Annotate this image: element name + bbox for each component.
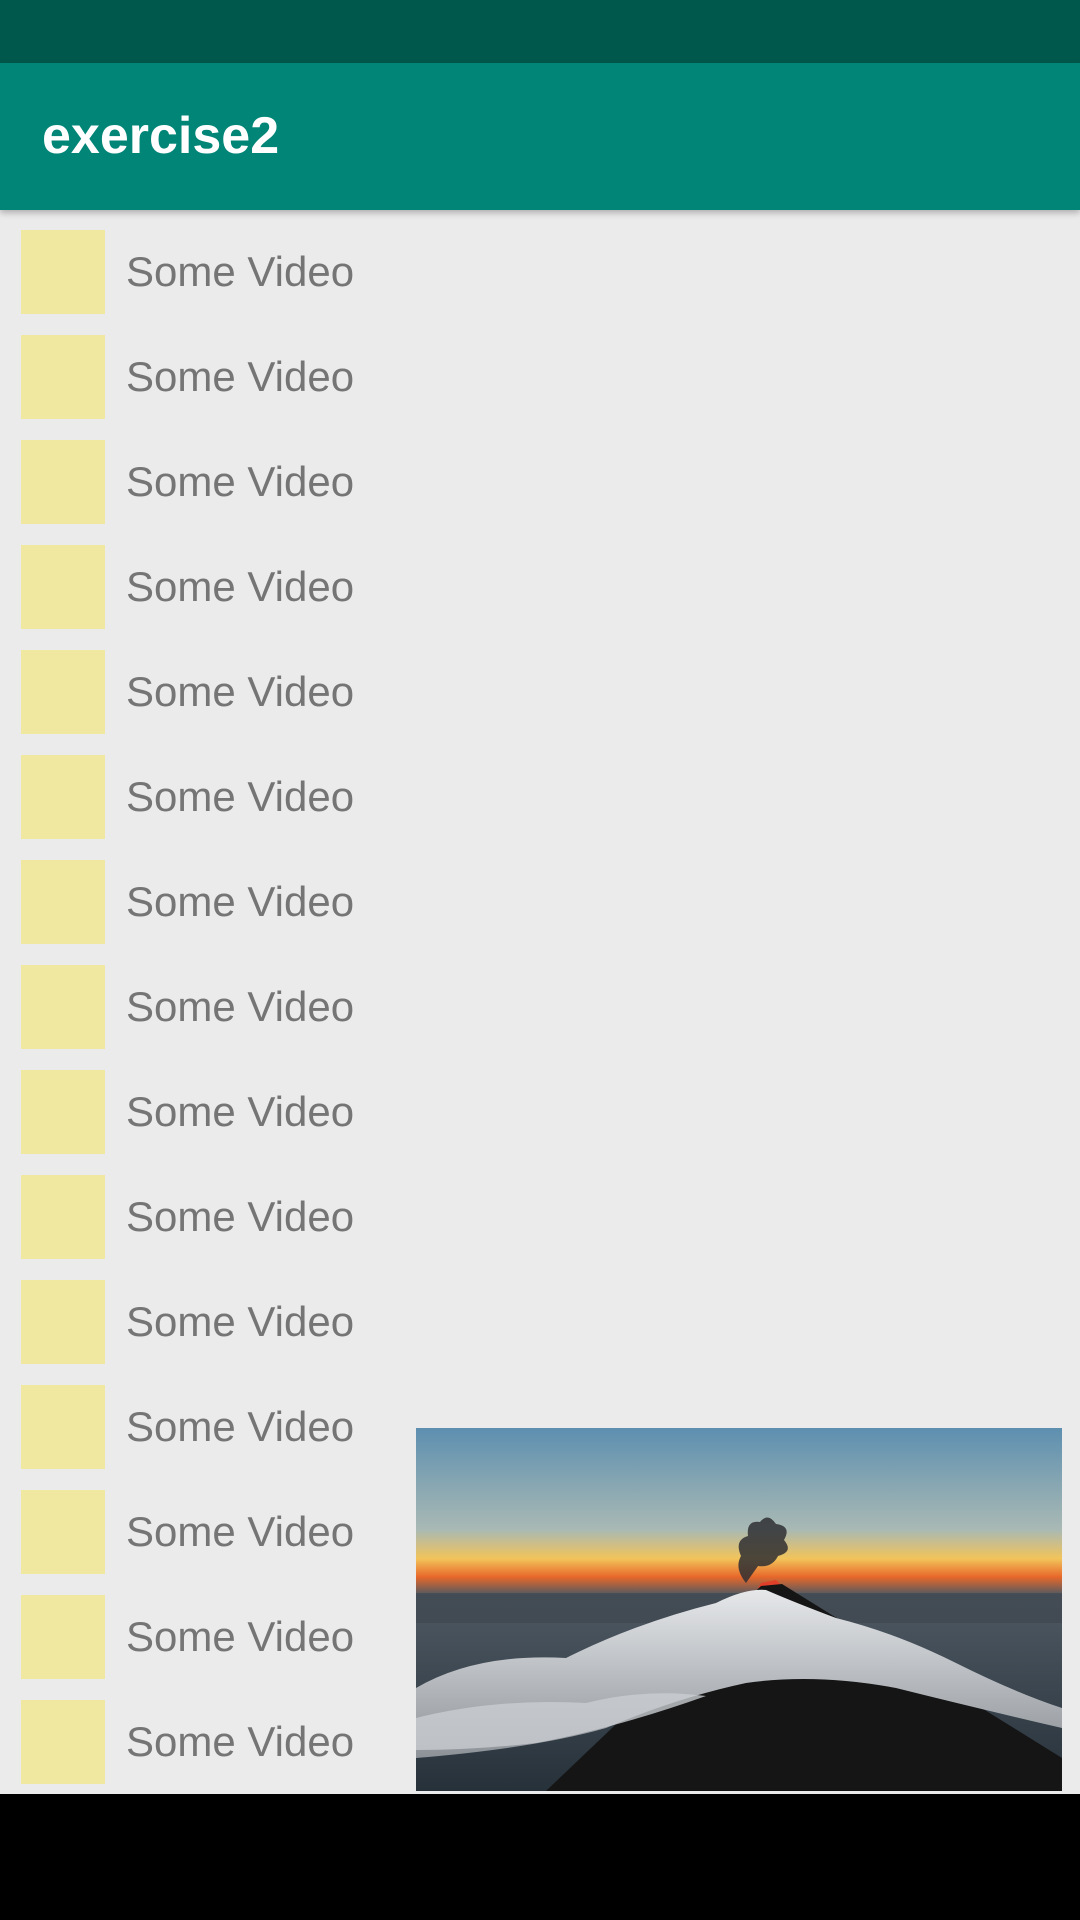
video-title: Some Video — [126, 248, 355, 295]
list-item[interactable]: Some Video — [0, 1595, 1080, 1700]
list-item[interactable]: Some Video — [0, 1175, 1080, 1280]
video-thumbnail — [21, 650, 105, 734]
video-player[interactable] — [416, 1428, 1062, 1791]
video-thumbnail — [21, 440, 105, 524]
list-item[interactable]: Some Video — [0, 650, 1080, 755]
video-thumbnail — [21, 545, 105, 629]
list-item[interactable]: Some Video — [0, 440, 1080, 545]
video-title: Some Video — [126, 878, 355, 925]
video-thumbnail — [21, 1700, 105, 1784]
video-title: Some Video — [126, 1718, 355, 1765]
video-thumbnail — [21, 230, 105, 314]
video-title: Some Video — [126, 983, 355, 1030]
video-title: Some Video — [126, 1403, 355, 1450]
video-title: Some Video — [126, 1088, 355, 1135]
video-list[interactable]: Some Video Some Video Some Video Some Vi… — [0, 230, 1080, 1794]
video-thumbnail — [21, 755, 105, 839]
list-item[interactable]: Some Video — [0, 1490, 1080, 1595]
list-item[interactable]: Some Video — [0, 965, 1080, 1070]
list-item[interactable]: Some Video — [0, 1385, 1080, 1490]
video-title: Some Video — [126, 1298, 355, 1345]
content-area[interactable]: Some Video Some Video Some Video Some Vi… — [0, 210, 1080, 1794]
list-item[interactable]: Some Video — [0, 545, 1080, 650]
video-title: Some Video — [126, 563, 355, 610]
video-title: Some Video — [126, 458, 355, 505]
video-thumbnail — [21, 965, 105, 1049]
list-item[interactable]: Some Video — [0, 755, 1080, 860]
navigation-bar — [0, 1794, 1080, 1920]
video-title: Some Video — [126, 1193, 355, 1240]
app-title: exercise2 — [42, 107, 280, 165]
video-thumbnail — [21, 1490, 105, 1574]
app-bar: exercise2 — [0, 63, 1080, 210]
volcano-video-frame — [416, 1428, 1062, 1791]
video-thumbnail — [21, 1595, 105, 1679]
list-item[interactable]: Some Video — [0, 860, 1080, 965]
video-thumbnail — [21, 1175, 105, 1259]
list-item[interactable]: Some Video — [0, 335, 1080, 440]
video-title: Some Video — [126, 1508, 355, 1555]
video-thumbnail — [21, 1385, 105, 1469]
list-item[interactable]: Some Video — [0, 1280, 1080, 1385]
video-thumbnail — [21, 1280, 105, 1364]
video-title: Some Video — [126, 668, 355, 715]
list-item[interactable]: Some Video — [0, 1070, 1080, 1175]
video-thumbnail — [21, 1070, 105, 1154]
video-title: Some Video — [126, 1613, 355, 1660]
list-item[interactable]: Some Video — [0, 1700, 1080, 1794]
video-thumbnail — [21, 860, 105, 944]
status-bar — [0, 0, 1080, 63]
video-title: Some Video — [126, 353, 355, 400]
list-item[interactable]: Some Video — [0, 230, 1080, 335]
video-thumbnail — [21, 335, 105, 419]
video-title: Some Video — [126, 773, 355, 820]
